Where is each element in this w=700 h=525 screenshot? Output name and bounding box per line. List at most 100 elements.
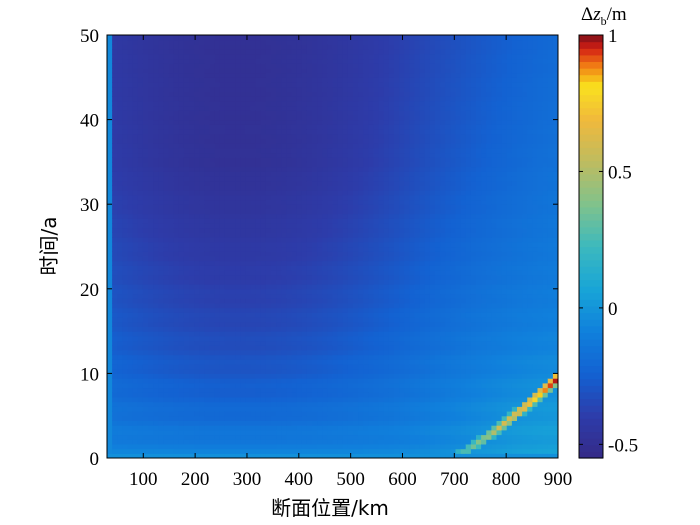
heatmap-cell xyxy=(230,129,236,135)
heatmap-cell xyxy=(148,345,154,351)
heatmap-cell xyxy=(388,232,395,238)
heatmap-cell xyxy=(347,166,354,172)
heatmap-cell xyxy=(317,237,323,243)
heatmap-cell xyxy=(173,39,180,45)
heatmap-cell xyxy=(153,166,159,172)
heatmap-cell xyxy=(306,293,313,299)
heatmap-cell xyxy=(153,138,159,144)
heatmap-cell xyxy=(183,114,190,121)
heatmap-cell xyxy=(265,387,272,393)
heatmap-cell xyxy=(255,166,262,172)
heatmap-cell xyxy=(194,251,200,257)
heatmap-cell xyxy=(148,396,154,403)
heatmap-cell xyxy=(219,213,226,219)
heatmap-cell xyxy=(327,237,334,243)
heatmap-cell xyxy=(219,157,226,163)
heatmap-cell xyxy=(317,213,323,219)
heatmap-cell xyxy=(250,138,257,144)
heatmap-cell xyxy=(209,171,216,177)
heatmap-cell xyxy=(214,82,221,88)
heatmap-cell xyxy=(337,284,344,290)
heatmap-cell xyxy=(281,307,287,313)
heatmap-cell xyxy=(342,307,349,313)
heatmap-cell xyxy=(312,415,318,421)
heatmap-cell xyxy=(306,213,313,219)
heatmap-cell xyxy=(204,425,211,431)
heatmap-cell xyxy=(153,77,159,83)
heatmap-cell xyxy=(235,439,241,445)
heatmap-cell xyxy=(306,82,313,88)
heatmap-cell xyxy=(250,133,257,139)
heatmap-cell xyxy=(235,331,241,337)
heatmap-cell xyxy=(240,368,246,374)
heatmap-cell xyxy=(107,387,113,393)
heatmap-cell xyxy=(183,237,190,243)
heatmap-cell xyxy=(327,382,334,389)
heatmap-cell xyxy=(342,368,349,374)
heatmap-cell xyxy=(137,345,144,351)
heatmap-cell xyxy=(383,227,390,233)
heatmap-cell xyxy=(148,401,154,407)
heatmap-cell xyxy=(291,194,298,201)
heatmap-cell xyxy=(127,420,134,426)
heatmap-cell xyxy=(209,227,216,233)
heatmap-cell xyxy=(250,359,257,365)
heatmap-cell xyxy=(353,53,359,60)
heatmap-cell xyxy=(168,35,175,41)
heatmap-cell xyxy=(368,331,375,337)
heatmap-cell xyxy=(322,227,328,233)
heatmap-cell xyxy=(322,382,328,389)
heatmap-cell xyxy=(132,265,139,271)
heatmap-cell xyxy=(342,58,349,64)
heatmap-cell xyxy=(122,218,129,224)
heatmap-cell xyxy=(137,35,144,41)
heatmap-cell xyxy=(353,429,359,436)
heatmap-cell xyxy=(301,260,308,266)
heatmap-cell xyxy=(332,171,339,177)
heatmap-cell xyxy=(209,35,216,41)
heatmap-cell xyxy=(296,260,303,266)
heatmap-cell xyxy=(306,420,313,426)
heatmap-cell xyxy=(347,77,354,83)
heatmap-cell xyxy=(224,284,231,290)
heatmap-cell xyxy=(112,185,118,191)
heatmap-cell xyxy=(337,176,344,182)
heatmap-cell xyxy=(378,279,385,285)
heatmap-cell xyxy=(260,378,267,384)
heatmap-cell xyxy=(204,434,211,440)
heatmap-cell xyxy=(230,194,236,201)
heatmap-cell xyxy=(358,100,364,107)
heatmap-cell xyxy=(199,349,205,356)
heatmap-cell xyxy=(163,274,170,280)
heatmap-cell xyxy=(353,129,359,135)
heatmap-cell xyxy=(178,232,185,238)
heatmap-cell xyxy=(291,180,298,186)
heatmap-cell xyxy=(378,415,385,421)
heatmap-cell xyxy=(219,265,226,271)
heatmap-cell xyxy=(373,420,380,426)
heatmap-cell xyxy=(327,359,334,365)
heatmap-cell xyxy=(142,411,149,417)
heatmap-cell xyxy=(168,86,175,92)
heatmap-cell xyxy=(163,298,170,304)
heatmap-cell xyxy=(337,345,344,351)
heatmap-cell xyxy=(317,411,323,417)
heatmap-cell xyxy=(363,255,369,262)
heatmap-cell xyxy=(296,317,303,323)
heatmap-cell xyxy=(383,44,390,50)
heatmap-cell xyxy=(265,378,272,384)
heatmap-cell xyxy=(276,453,282,458)
heatmap-cell xyxy=(296,237,303,243)
heatmap-cell xyxy=(224,53,231,60)
heatmap-cell xyxy=(286,387,293,393)
heatmap-cell xyxy=(260,49,267,55)
heatmap-cell xyxy=(276,284,282,290)
heatmap-cell xyxy=(312,161,318,168)
heatmap-cell xyxy=(137,227,144,233)
heatmap-cell xyxy=(271,265,277,271)
heatmap-cell xyxy=(260,227,267,233)
heatmap-cell xyxy=(260,335,267,342)
heatmap-cell xyxy=(286,218,293,224)
heatmap-cell xyxy=(327,241,334,248)
heatmap-cell xyxy=(317,246,323,252)
